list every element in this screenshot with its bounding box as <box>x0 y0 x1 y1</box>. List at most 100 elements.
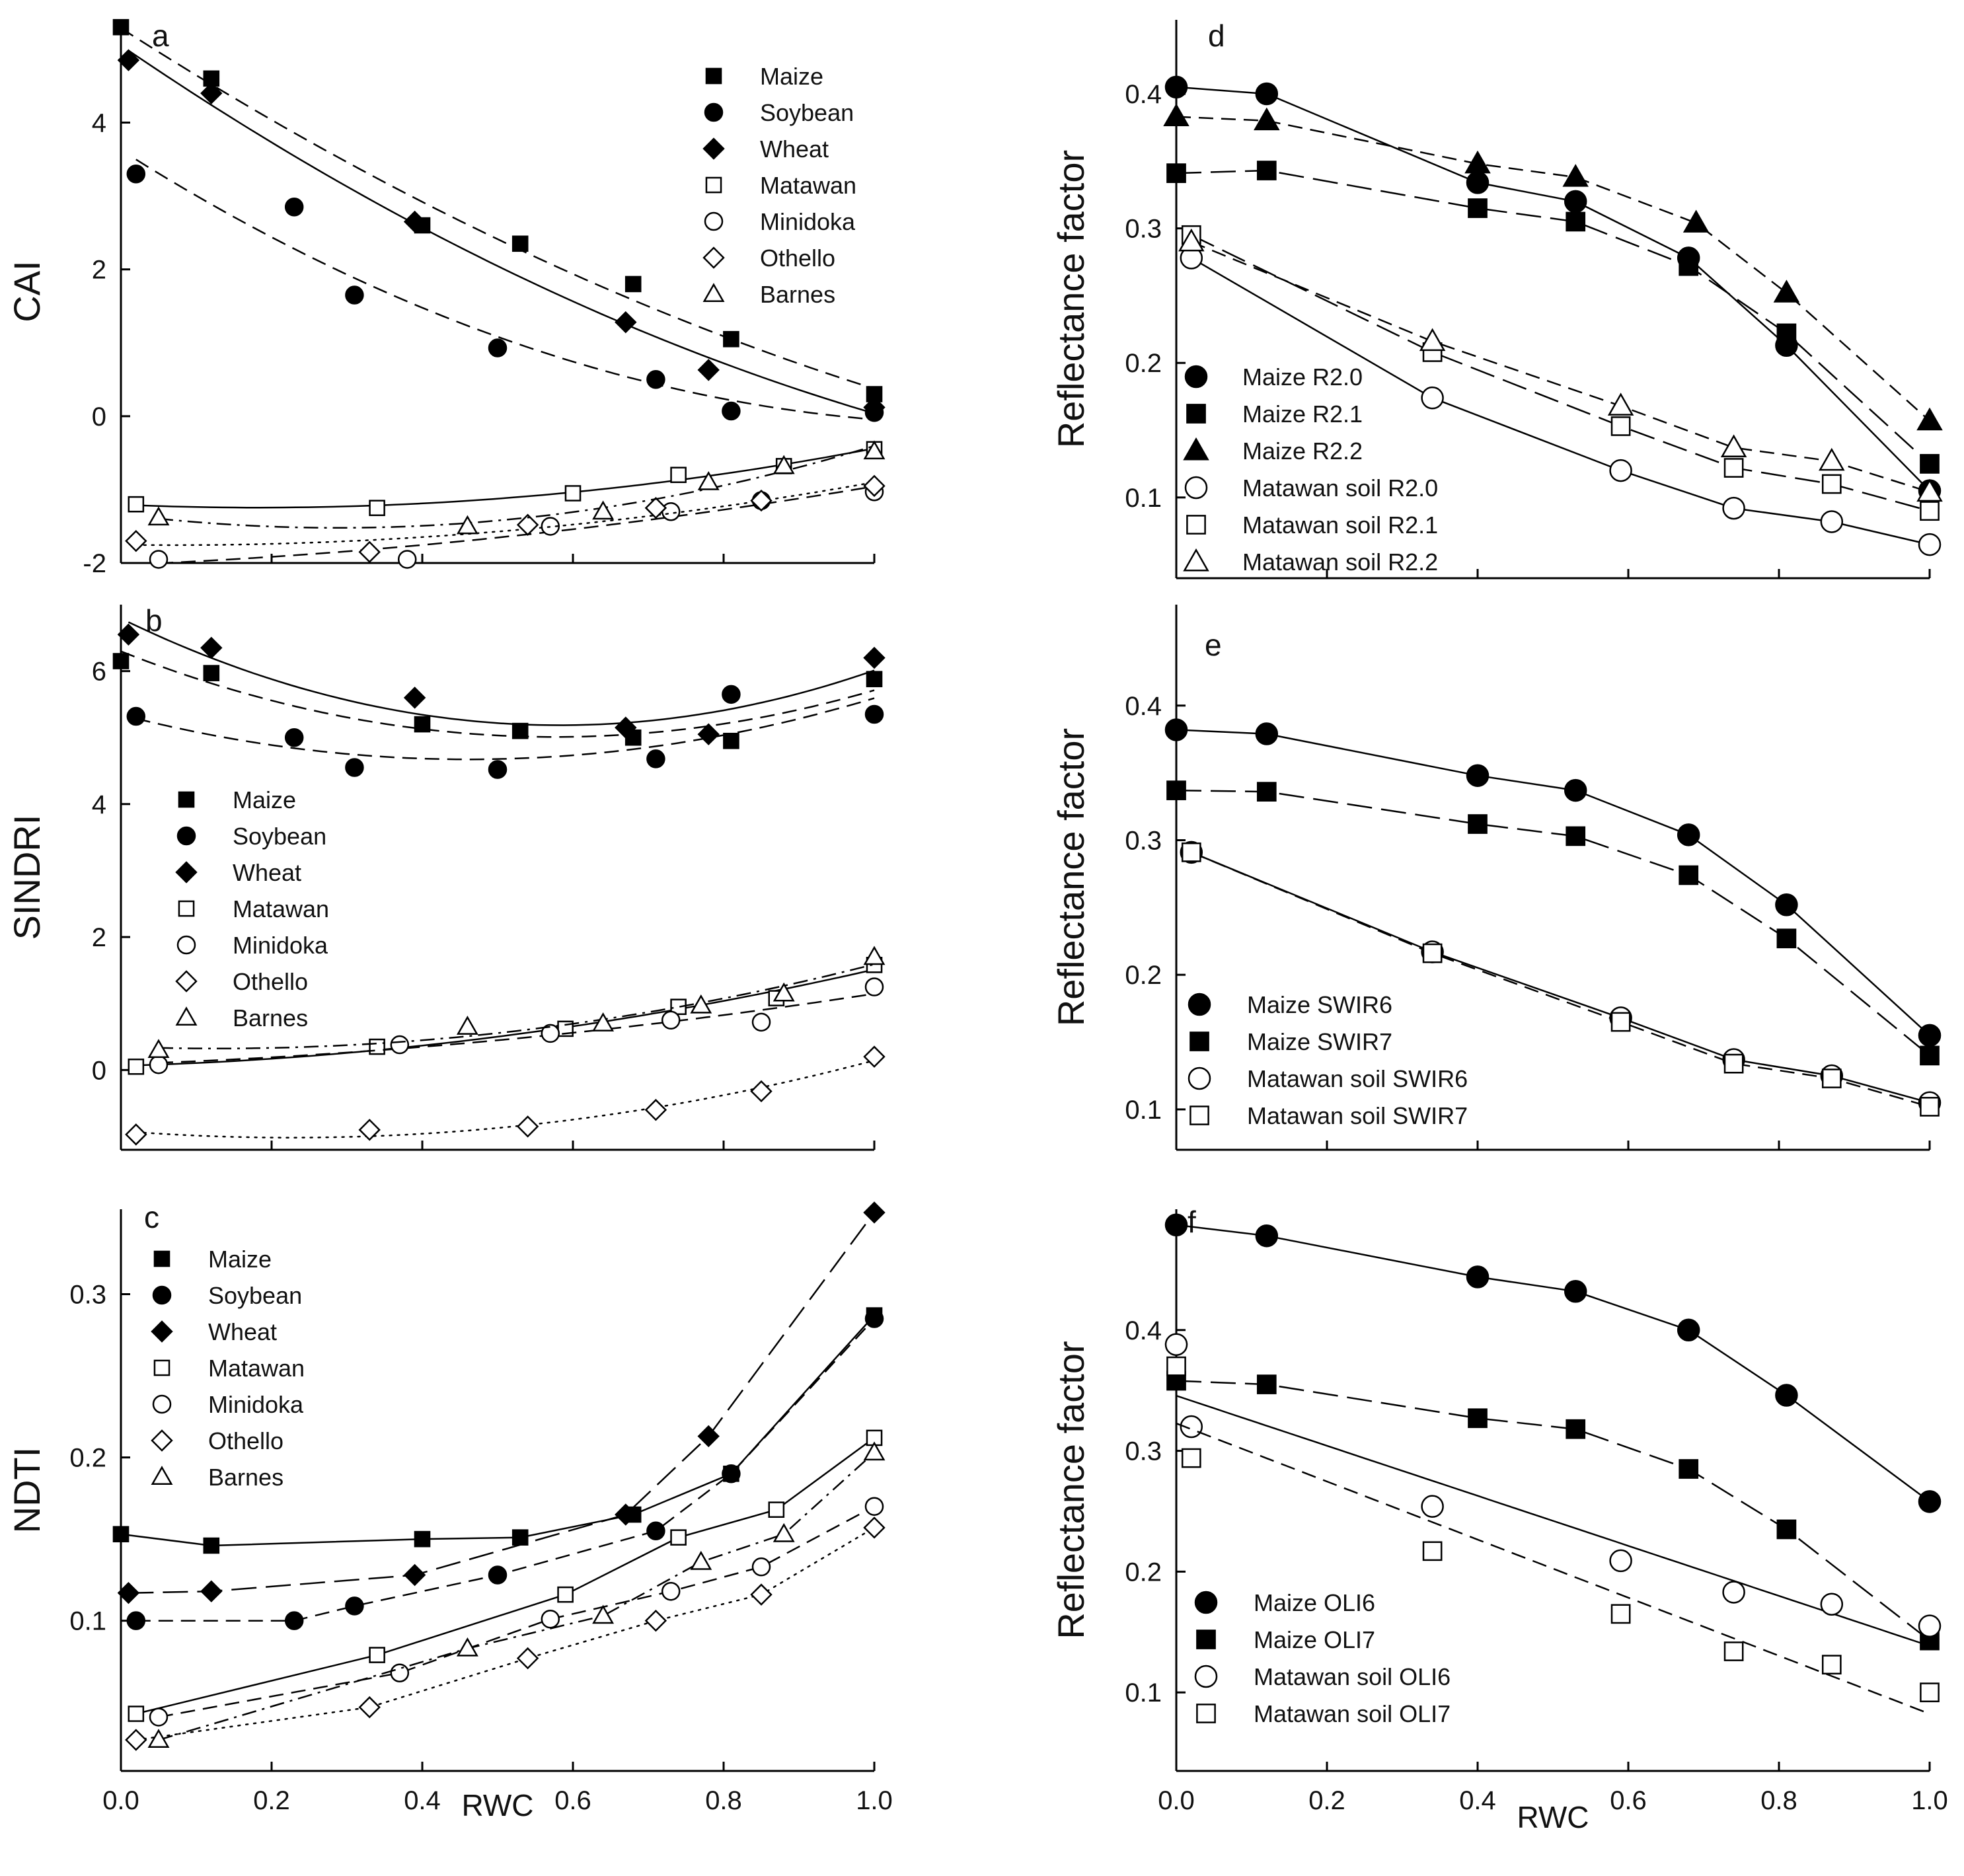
x-tick-label: 1.0 <box>856 1786 893 1815</box>
data-point <box>1920 1096 1940 1117</box>
legend-marker <box>153 1359 170 1376</box>
data-point <box>203 665 220 681</box>
data-point <box>284 198 304 217</box>
data-point <box>516 513 539 536</box>
data-point <box>1255 82 1279 106</box>
data-point <box>516 1647 539 1670</box>
data-point <box>661 1581 681 1601</box>
data-point <box>112 1526 130 1543</box>
legend-marker <box>1196 1704 1216 1723</box>
data-point <box>592 1012 615 1032</box>
data-point <box>690 994 712 1014</box>
series-matawan-soil-oli7 <box>1166 1356 1940 1715</box>
y-tick-label: 6 <box>92 657 106 687</box>
legend-label: Maize SWIR6 <box>1247 991 1392 1018</box>
data-point <box>863 1517 886 1539</box>
y-tick-label: -2 <box>83 549 106 578</box>
series-othello <box>125 474 886 564</box>
data-point <box>697 723 720 745</box>
legend-marker <box>152 1394 172 1414</box>
legend-marker <box>1190 1106 1209 1125</box>
data-point <box>722 685 741 704</box>
data-point <box>403 1563 426 1587</box>
series-maize-oli6 <box>1164 1213 1942 1513</box>
series-wheat <box>117 621 886 745</box>
data-point <box>1466 171 1490 194</box>
legend-label: Othello <box>208 1427 283 1454</box>
legend: Maize Soybean Wheat Matawan Minidoka Othello B… <box>151 1246 305 1491</box>
data-point <box>768 1501 785 1518</box>
data-point <box>646 749 665 769</box>
series-minidoka <box>149 977 884 1074</box>
series-matawan-soil-oli6 <box>1164 1333 1942 1647</box>
data-point <box>557 1586 574 1603</box>
data-point <box>1256 782 1277 802</box>
legend-marker <box>702 246 725 269</box>
data-point <box>624 276 642 293</box>
data-point <box>284 1611 304 1630</box>
data-point <box>126 165 146 184</box>
series-line <box>1191 851 1930 1108</box>
legend-label: Maize SWIR7 <box>1247 1028 1392 1055</box>
data-point <box>592 500 615 520</box>
legend-label: Maize <box>208 1246 272 1273</box>
data-point <box>414 716 431 733</box>
legend-label: Matawan <box>208 1355 305 1382</box>
legend-marker <box>704 211 724 231</box>
y-axis-label: CAI <box>6 260 48 322</box>
data-point <box>697 470 720 490</box>
data-point <box>1468 198 1488 218</box>
x-tick-label: 1.0 <box>1911 1786 1948 1815</box>
data-point <box>1918 1490 1942 1513</box>
legend-marker <box>704 102 724 122</box>
y-tick-label: 0 <box>92 1056 106 1085</box>
data-point <box>149 550 169 569</box>
x-axis-label: RWC <box>1517 1800 1589 1834</box>
series-line <box>128 50 875 414</box>
data-point <box>147 1729 170 1748</box>
data-point <box>773 1522 795 1542</box>
y-tick-label: 4 <box>92 109 106 138</box>
data-point <box>112 19 130 36</box>
legend-marker <box>1186 515 1206 535</box>
legend-marker <box>151 1320 173 1343</box>
data-point <box>1566 826 1586 846</box>
series-line <box>128 1212 876 1594</box>
data-point <box>390 1663 410 1682</box>
data-point <box>864 977 884 996</box>
legend-label: Othello <box>233 968 308 995</box>
data-point <box>541 517 560 536</box>
data-point <box>1166 1356 1186 1376</box>
legend-label: Matawan soil SWIR7 <box>1247 1102 1468 1129</box>
data-point <box>203 1537 220 1554</box>
series-matawan-soil-r2-0 <box>1180 246 1942 556</box>
data-point <box>751 1557 771 1577</box>
data-point <box>1607 393 1634 416</box>
series-barnes <box>147 440 886 535</box>
y-tick-label: 0.3 <box>1125 826 1162 855</box>
legend-marker <box>175 970 198 993</box>
series-line <box>158 1452 875 1741</box>
data-point <box>1610 1012 1631 1032</box>
data-point <box>456 515 478 535</box>
data-point <box>1916 478 1943 502</box>
panel-b: 0 2 4 6 SINDRI b Maize Soybean Wheat Matawan Minid… <box>6 603 886 1151</box>
data-point <box>864 1309 884 1328</box>
data-point <box>414 1530 431 1548</box>
series-wheat <box>117 49 886 419</box>
series-soybean <box>126 1309 884 1630</box>
series-othello <box>125 1517 886 1751</box>
x-tick-label: 0.0 <box>102 1786 139 1815</box>
data-point <box>345 285 364 305</box>
data-point <box>117 623 140 646</box>
series-line <box>1191 851 1930 1104</box>
legend-label: Barnes <box>760 281 835 308</box>
data-point <box>690 1550 712 1570</box>
data-point <box>1610 1604 1631 1624</box>
data-point <box>369 500 385 516</box>
data-point <box>1821 1069 1842 1088</box>
data-point <box>644 1609 667 1632</box>
data-point <box>863 1441 886 1461</box>
legend-label: Maize <box>760 63 823 90</box>
data-point <box>117 49 140 71</box>
